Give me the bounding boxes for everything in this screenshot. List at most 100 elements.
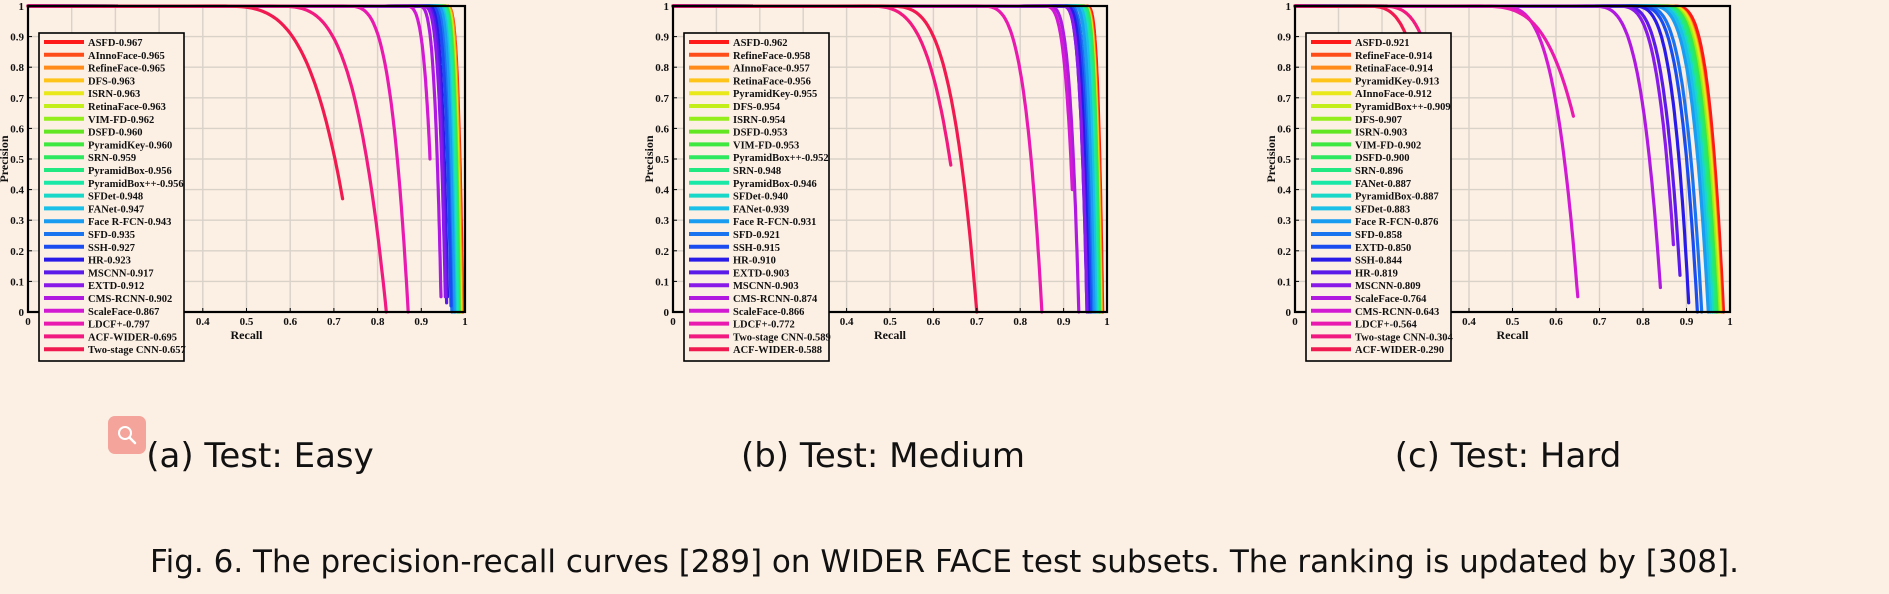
legend-label: DFS-0.954 bbox=[733, 102, 781, 113]
x-axis-label: Recall bbox=[1497, 328, 1530, 342]
pr-curve bbox=[671, 4, 1098, 314]
pr-curve bbox=[1293, 4, 1682, 277]
legend-label: SFD-0.921 bbox=[733, 230, 780, 241]
y-tick-label: 0.4 bbox=[10, 185, 24, 197]
search-button[interactable] bbox=[108, 416, 146, 454]
pr-curve bbox=[1293, 4, 1704, 314]
y-axis-label: Precision bbox=[1264, 135, 1278, 182]
x-tick-label: 0.9 bbox=[1680, 316, 1694, 328]
legend-label: SSH-0.844 bbox=[1355, 256, 1403, 267]
legend-label: ACF-WIDER-0.588 bbox=[733, 345, 822, 356]
y-tick-label: 0.8 bbox=[655, 62, 669, 74]
pr-curve bbox=[671, 4, 1093, 314]
x-tick-label: 0.5 bbox=[240, 316, 254, 328]
legend-label: ISRN-0.954 bbox=[733, 115, 786, 126]
y-axis-label: Precision bbox=[642, 135, 656, 182]
magnifier-icon bbox=[118, 426, 137, 445]
legend-label: FANet-0.947 bbox=[88, 204, 144, 215]
legend-label: Two-stage CNN-0.304 bbox=[1355, 332, 1454, 343]
x-tick-label: 0.4 bbox=[1462, 316, 1476, 328]
legend-label: AInnoFace-0.957 bbox=[733, 64, 810, 75]
pr-curve bbox=[26, 4, 345, 201]
y-tick-label: 0.7 bbox=[10, 93, 24, 105]
x-tick-label: 0.8 bbox=[1636, 316, 1650, 328]
legend-label: EXTD-0.912 bbox=[88, 281, 144, 292]
legend-label: SFDet-0.948 bbox=[88, 192, 143, 203]
legend-label: LDCF+-0.564 bbox=[1355, 320, 1417, 331]
curves bbox=[26, 4, 465, 314]
y-axis-label: Precision bbox=[0, 135, 11, 182]
x-tick-label: 0.5 bbox=[1506, 316, 1520, 328]
legend-label: PyramidBox++-0.909 bbox=[1355, 102, 1451, 113]
legend-label: EXTD-0.903 bbox=[733, 268, 789, 279]
y-tick-label: 0.4 bbox=[655, 185, 669, 197]
pr-curve bbox=[1293, 4, 1575, 118]
pr-curve bbox=[26, 4, 432, 161]
legend-label: DSFD-0.953 bbox=[733, 128, 788, 139]
legend-label: PyramidKey-0.955 bbox=[733, 89, 817, 100]
y-tick-label: 0.5 bbox=[10, 154, 24, 166]
y-tick-label: 0.3 bbox=[10, 215, 24, 227]
pr-curve bbox=[671, 4, 1081, 314]
pr-curve bbox=[671, 4, 1089, 314]
pr-curve bbox=[26, 4, 447, 299]
legend-label: PyramidKey-0.960 bbox=[88, 140, 172, 151]
x-tick-label: 0 bbox=[25, 316, 31, 328]
legend-label: ISRN-0.963 bbox=[88, 89, 140, 100]
legend-label: ISRN-0.903 bbox=[1355, 128, 1407, 139]
legend-label: RefineFace-0.914 bbox=[1355, 51, 1433, 62]
pr-curve bbox=[26, 4, 456, 314]
y-tick-label: 0.6 bbox=[1277, 123, 1291, 135]
pr-curve bbox=[671, 4, 1096, 314]
pr-curve bbox=[1293, 4, 1691, 305]
y-tick-label: 0.4 bbox=[1277, 185, 1291, 197]
y-tick-label: 0 bbox=[664, 307, 670, 319]
pr-curve bbox=[26, 4, 443, 299]
legend-label: VIM-FD-0.953 bbox=[733, 140, 799, 151]
legend-label: ScaleFace-0.866 bbox=[733, 307, 804, 318]
y-tick-label: 0.9 bbox=[10, 32, 24, 44]
pr-curve bbox=[671, 4, 1091, 314]
legend-label: SRN-0.948 bbox=[733, 166, 781, 177]
legend-label: RetinaFace-0.956 bbox=[733, 76, 811, 87]
legend-label: DFS-0.963 bbox=[88, 76, 135, 87]
y-tick-label: 0.6 bbox=[655, 123, 669, 135]
chart-easy: 00.10.20.30.40.50.60.70.80.9100.10.20.30… bbox=[0, 1, 468, 362]
x-tick-label: 0 bbox=[670, 316, 676, 328]
legend-label: SSH-0.927 bbox=[88, 243, 135, 254]
y-tick-label: 0.1 bbox=[10, 276, 24, 288]
subcaption-medium: (b) Test: Medium bbox=[740, 436, 1026, 476]
x-tick-label: 1 bbox=[1727, 316, 1733, 328]
y-tick-label: 0.7 bbox=[655, 93, 669, 105]
legend-label: CMS-RCNN-0.902 bbox=[88, 294, 172, 305]
legend-label: PyramidKey-0.913 bbox=[1355, 76, 1439, 87]
pr-curve bbox=[671, 4, 1044, 314]
curves bbox=[671, 4, 1105, 314]
x-tick-label: 0.5 bbox=[883, 316, 897, 328]
legend-label: Two-stage CNN-0.657 bbox=[88, 345, 186, 356]
legend-label: RetinaFace-0.963 bbox=[88, 102, 166, 113]
pr-curve bbox=[671, 4, 1074, 192]
chart-medium: 00.10.20.30.40.50.60.70.80.9100.10.20.30… bbox=[642, 1, 1110, 362]
legend-label: PyramidBox++-0.952 bbox=[733, 153, 829, 164]
figure-caption: Fig. 6. The precision-recall curves [289… bbox=[150, 544, 1739, 580]
legend-label: PyramidBox-0.887 bbox=[1355, 192, 1439, 203]
x-axis-label: Recall bbox=[874, 328, 907, 342]
legend-label: SRN-0.959 bbox=[88, 153, 136, 164]
legend-label: ACF-WIDER-0.290 bbox=[1355, 345, 1444, 356]
legend-label: MSCNN-0.903 bbox=[733, 281, 799, 292]
x-axis-label: Recall bbox=[231, 328, 264, 342]
legend-label: SRN-0.896 bbox=[1355, 166, 1403, 177]
x-tick-label: 0.7 bbox=[1593, 316, 1607, 328]
y-tick-label: 0 bbox=[1286, 307, 1292, 319]
subcaption-easy: (a) Test: Easy bbox=[146, 436, 374, 476]
legend-label: DSFD-0.900 bbox=[1355, 153, 1410, 164]
legend-label: ACF-WIDER-0.695 bbox=[88, 332, 177, 343]
pr-curve bbox=[1293, 4, 1717, 314]
y-tick-label: 1 bbox=[19, 1, 25, 13]
y-tick-label: 1 bbox=[1286, 1, 1292, 13]
legend-label: Face R-FCN-0.876 bbox=[1355, 217, 1438, 228]
pr-curve bbox=[671, 4, 979, 314]
legend-label: ScaleFace-0.764 bbox=[1355, 294, 1427, 305]
legend-label: CMS-RCNN-0.643 bbox=[1355, 307, 1439, 318]
